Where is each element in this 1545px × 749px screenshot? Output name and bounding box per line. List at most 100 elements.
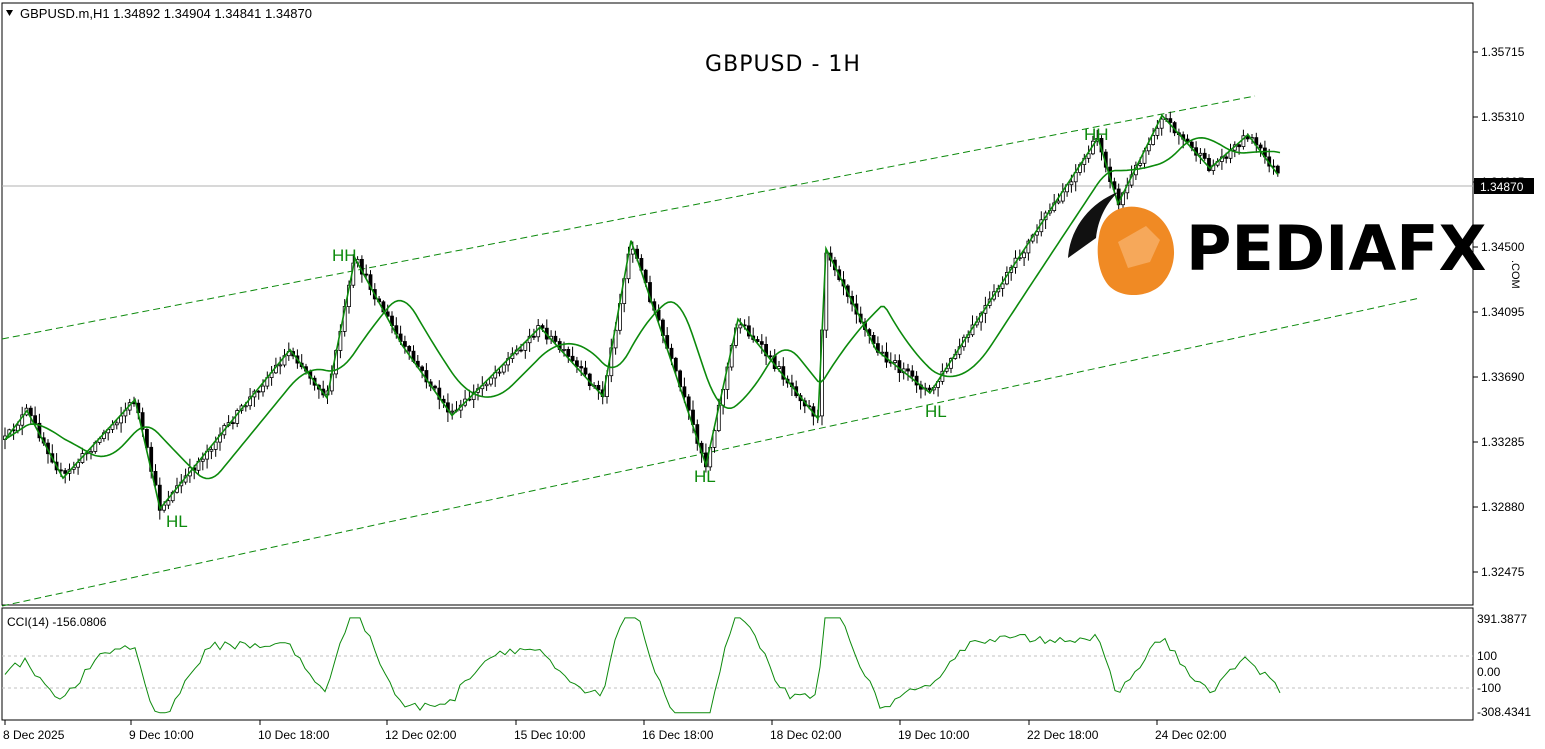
time-label: 24 Dec 02:00 — [1155, 728, 1227, 742]
candle — [368, 270, 373, 296]
candle — [28, 405, 33, 425]
candle-body — [759, 341, 764, 345]
candle — [166, 490, 171, 510]
candle — [876, 336, 880, 356]
time-label: 22 Dec 18:00 — [1027, 728, 1099, 742]
candle-body — [1116, 188, 1121, 206]
candles-layer — [3, 111, 1280, 520]
candle — [893, 354, 897, 371]
cci-axis: 391.3877 100 0.00 -100 -308.4341 — [1477, 612, 1531, 719]
candle-body — [1000, 283, 1005, 289]
candle-body — [1155, 127, 1160, 136]
price-tick: 1.35310 — [1481, 110, 1525, 124]
candle-body — [1022, 252, 1026, 259]
candle-body — [488, 377, 493, 385]
candle — [1168, 111, 1173, 133]
cci-tick: 391.3877 — [1477, 612, 1527, 626]
candle-body — [407, 345, 412, 352]
candle-body — [89, 451, 93, 454]
candle — [566, 346, 571, 363]
time-label: 8 Dec 2025 — [3, 728, 65, 742]
candle — [583, 360, 588, 378]
candle-body — [686, 396, 691, 411]
candle-body — [562, 348, 566, 351]
candle — [759, 334, 764, 354]
candle-body — [669, 347, 674, 359]
candle-body — [1237, 144, 1241, 148]
candle-body — [209, 448, 214, 452]
price-tick: 1.32475 — [1481, 565, 1525, 579]
candle — [712, 425, 717, 453]
candle-body — [256, 390, 261, 393]
candle-body — [876, 343, 880, 353]
candle-body — [114, 422, 119, 426]
candle — [119, 406, 123, 433]
cci-label: CCI(14) -156.0806 — [7, 615, 107, 629]
candle-body — [63, 470, 68, 474]
candle-body — [1151, 134, 1155, 145]
candle — [256, 390, 261, 400]
candle-body — [33, 415, 37, 424]
price-axis: 1.35715 1.35310 1.34905 1.34500 1.34095 … — [1473, 45, 1525, 579]
candle — [153, 464, 158, 487]
candle-body — [28, 407, 33, 417]
candle-body — [144, 428, 149, 448]
cci-tick: 100 — [1477, 649, 1497, 663]
candle — [420, 365, 425, 379]
candle — [1000, 276, 1005, 297]
price-tick: 1.32880 — [1481, 500, 1525, 514]
time-label: 9 Dec 10:00 — [129, 728, 194, 742]
time-label: 19 Dec 10:00 — [898, 728, 970, 742]
candle-body — [1069, 181, 1074, 186]
candle-body — [402, 341, 407, 347]
candle-body — [1168, 118, 1173, 123]
price-tick: 1.33285 — [1481, 435, 1525, 449]
candle-body — [893, 360, 897, 364]
candle — [1198, 148, 1203, 164]
candle — [738, 318, 743, 334]
swing-label-hl-2: HL — [694, 467, 716, 486]
candle-body — [682, 386, 687, 398]
time-label: 10 Dec 18:00 — [258, 728, 330, 742]
time-label: 12 Dec 02:00 — [385, 728, 457, 742]
candle — [501, 363, 506, 375]
cci-tick: -308.4341 — [1477, 705, 1531, 719]
candle — [1086, 145, 1091, 163]
candle-body — [738, 324, 743, 329]
logo-brand-text: PEDIAFX — [1186, 212, 1486, 285]
candle-body — [540, 325, 545, 329]
pediafx-logo: PEDIAFX .COM — [1068, 192, 1521, 296]
candle-body — [1275, 165, 1280, 174]
candle-body — [1026, 240, 1031, 254]
candle-body — [583, 367, 588, 375]
candle-body — [1146, 144, 1151, 152]
candle-body — [450, 410, 455, 413]
price-tick: 1.35715 — [1481, 45, 1525, 59]
candle — [1151, 127, 1155, 146]
cci-tick: 0.00 — [1477, 665, 1501, 679]
candle-body — [566, 348, 571, 357]
candle-body — [579, 366, 584, 369]
swing-label-hh-1: HH — [332, 246, 357, 265]
candle — [497, 368, 502, 377]
collapse-triangle-icon[interactable] — [6, 10, 13, 16]
candle-body — [153, 470, 158, 486]
candle-body — [1241, 135, 1246, 148]
chart-title: GBPUSD - 1H — [705, 52, 861, 77]
candle — [209, 446, 214, 460]
candle-body — [437, 387, 442, 400]
logo-highlight-icon — [1118, 226, 1160, 268]
candle-body — [570, 355, 575, 362]
candle — [553, 330, 558, 346]
current-price-badge — [1474, 178, 1534, 194]
candle-body — [553, 335, 558, 342]
candle-body — [1056, 200, 1061, 204]
channel-upper-line — [1, 95, 1256, 340]
candle-body — [162, 504, 167, 511]
candle-body — [910, 370, 915, 377]
swing-label-hl-1: HL — [166, 512, 188, 531]
candle-body — [119, 415, 123, 424]
candle — [1022, 249, 1026, 266]
